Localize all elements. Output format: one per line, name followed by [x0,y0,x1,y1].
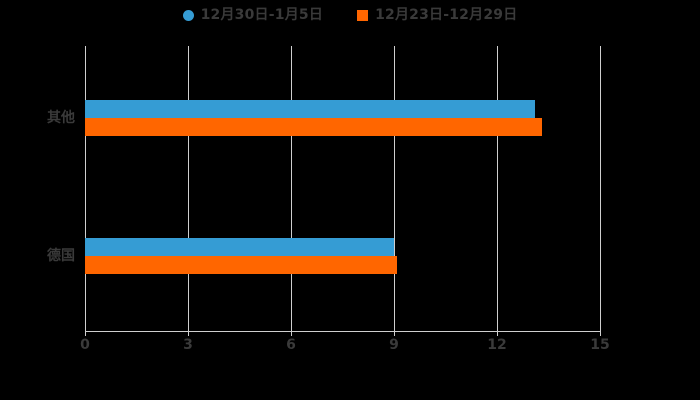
legend-circle-marker-icon [182,9,194,21]
gridline-x [291,46,292,331]
category-label-0: 其他 [47,110,75,126]
legend-label-series-1: 12月23日-12月29日 [375,7,518,23]
x-tick-label: 0 [80,337,90,353]
gridline-x [497,46,498,331]
x-tick-label: 3 [183,337,193,353]
x-tick-label: 15 [590,337,610,353]
x-tick-mark [394,331,395,336]
gridline-x [600,46,601,331]
x-tick-mark [291,331,292,336]
gridline-x [394,46,395,331]
legend-item-series-1[interactable]: 12月23日-12月29日 [357,8,517,22]
chart-legend: 12月30日-1月5日 12月23日-12月29日 [0,8,700,22]
legend-square-marker-icon [357,9,369,21]
bar-1-series-1[interactable] [85,256,398,274]
x-axis-line [85,331,601,332]
bar-1-series-0[interactable] [85,238,394,256]
bar-0-series-1[interactable] [85,118,542,136]
x-tick-mark [600,331,601,336]
x-tick-label: 6 [286,337,296,353]
plot-area [85,46,601,331]
x-tick-label: 12 [487,337,507,353]
bar-0-series-0[interactable] [85,100,535,118]
gridline-x [85,46,86,331]
x-tick-mark [85,331,86,336]
legend-label-series-0: 12月30日-1月5日 [200,7,324,23]
x-tick-label: 9 [389,337,399,353]
legend-item-series-0[interactable]: 12月30日-1月5日 [182,7,324,23]
x-tick-mark [188,331,189,336]
gridline-x [188,46,189,331]
category-label-1: 德国 [47,248,75,264]
x-tick-mark [497,331,498,336]
